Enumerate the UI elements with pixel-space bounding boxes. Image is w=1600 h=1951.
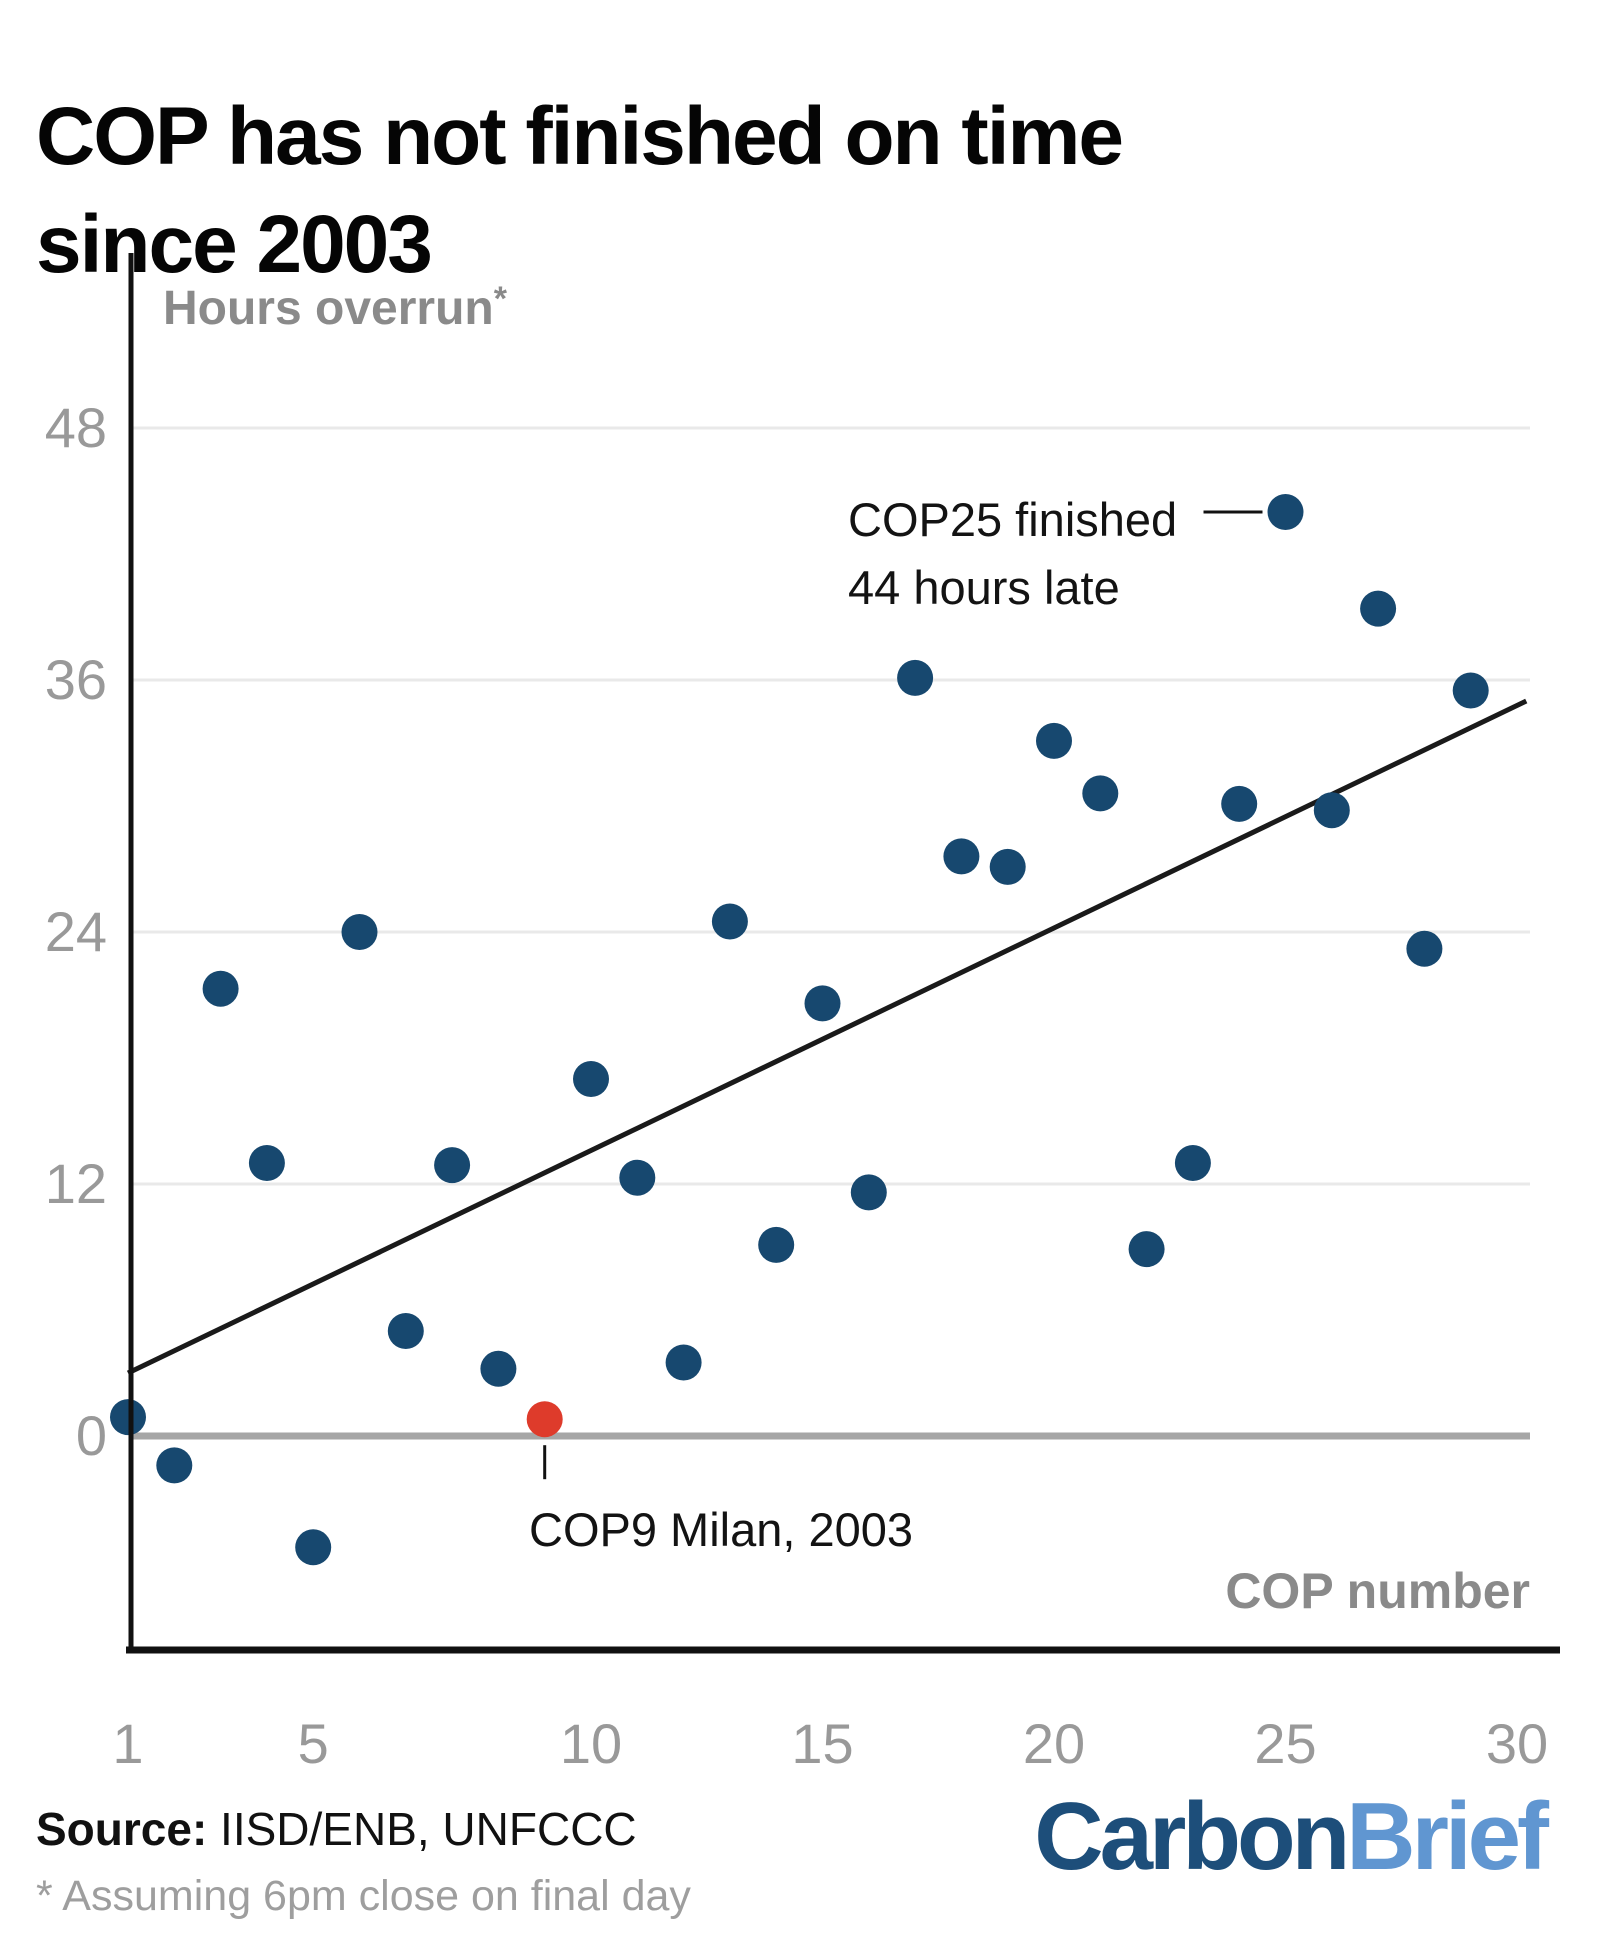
y-tick-12: 12 (45, 1152, 107, 1215)
data-point-cop29 (1452, 672, 1489, 709)
trend-line (126, 698, 1528, 1376)
y-axis-label-text: Hours overrun (163, 282, 494, 335)
data-point-cop26 (1313, 792, 1350, 829)
data-point-cop9 (526, 1401, 563, 1438)
data-point-cop12 (665, 1344, 702, 1381)
x-tick-5: 5 (298, 1712, 329, 1775)
logo-brief: Brief (1346, 1783, 1549, 1890)
data-point-cop21 (1082, 775, 1119, 812)
data-point-cop23 (1174, 1145, 1211, 1181)
data-point-cop11 (619, 1159, 656, 1196)
data-point-cop28 (1406, 930, 1443, 967)
logo-carbon: Carbon (1034, 1783, 1350, 1890)
data-point-cop6bis (387, 1313, 424, 1349)
y-tick-36: 36 (45, 648, 107, 711)
x-tick-10: 10 (560, 1712, 622, 1775)
data-point-cop16 (850, 1174, 887, 1211)
annotation-cop25-line1: COP25 finished (848, 493, 1178, 546)
x-tick-15: 15 (791, 1712, 853, 1775)
y-tick-48: 48 (45, 396, 107, 459)
data-point-cop15 (804, 985, 841, 1022)
data-point-cop27 (1360, 590, 1397, 627)
chart-title: COP has not finished on time since 2003 (36, 90, 1124, 291)
source-label: Source: (36, 1803, 208, 1855)
data-point-cop20 (1036, 722, 1072, 759)
x-tick-25: 25 (1254, 1712, 1316, 1775)
y-tick-24: 24 (45, 900, 107, 963)
data-point-cop24 (1221, 785, 1258, 822)
source-text: IISD/ENB, UNFCCC (207, 1803, 637, 1855)
carbonbrief-logo: CarbonBrief (1034, 1782, 1549, 1892)
data-point-cop13 (711, 903, 748, 940)
data-point-cop17 (897, 659, 934, 696)
data-point-cop3 (202, 970, 239, 1007)
footnote-asterisk: * (493, 280, 507, 318)
data-point-cop22 (1128, 1231, 1165, 1268)
data-point-cop14 (758, 1226, 795, 1263)
x-tick-1: 1 (112, 1712, 143, 1775)
data-point-cop10 (573, 1061, 609, 1097)
y-tick-0: 0 (76, 1404, 107, 1467)
data-point-cop19 (989, 848, 1026, 885)
data-point-cop6 (341, 914, 378, 950)
data-point-cop1 (110, 1399, 146, 1436)
data-point-cop2 (156, 1447, 193, 1484)
annotation-cop25-line2: 44 hours late (848, 560, 1120, 614)
x-axis-label: COP number (1225, 1563, 1530, 1619)
data-point-cop5 (295, 1529, 332, 1566)
data-point-cop18 (943, 838, 980, 875)
data-point-cop7 (434, 1147, 471, 1184)
data-point-cop4 (248, 1145, 285, 1181)
data-point-cop8 (480, 1350, 517, 1387)
annotation-cop25: COP25 finished 44 hours late (848, 486, 1177, 621)
data-point-cop25 (1267, 494, 1304, 530)
x-tick-20: 20 (1023, 1712, 1085, 1775)
footnote: * Assuming 6pm close on final day (36, 1872, 691, 1920)
y-axis-label: Hours overrun* (163, 280, 507, 336)
source-line: Source: IISD/ENB, UNFCCC (36, 1802, 637, 1856)
x-tick-30: 30 (1486, 1712, 1548, 1775)
annotation-cop9: COP9 Milan, 2003 (529, 1503, 914, 1556)
